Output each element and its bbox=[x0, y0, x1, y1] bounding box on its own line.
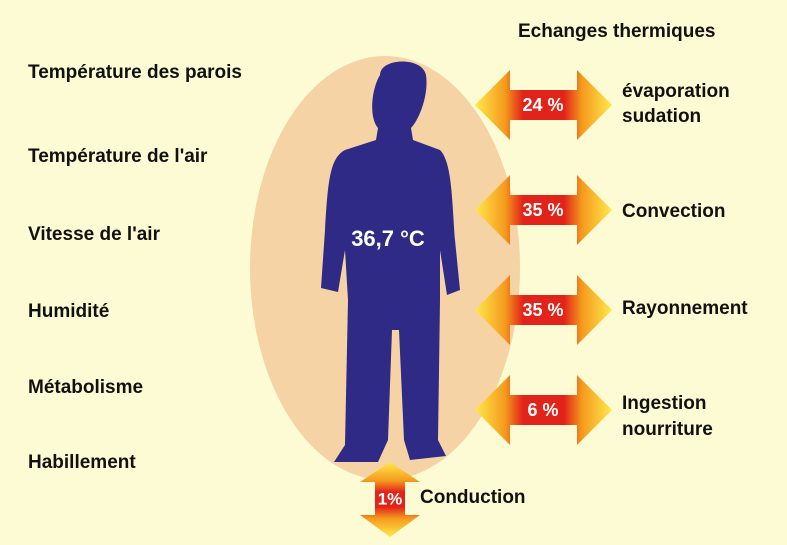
double-arrow bbox=[475, 175, 612, 245]
factor: Température des parois bbox=[28, 62, 242, 83]
factor: Humidité bbox=[28, 301, 109, 322]
conduction-percent: 1% bbox=[378, 489, 403, 508]
body-temperature: 36,7 °C bbox=[351, 226, 425, 251]
conduction-arrow bbox=[360, 462, 420, 537]
factor: Habillement bbox=[28, 452, 136, 473]
percent: 35 % bbox=[522, 300, 563, 320]
percent: 24 % bbox=[522, 95, 563, 115]
person-silhouette bbox=[321, 61, 460, 463]
factors: Température des parois Température de l'… bbox=[28, 62, 242, 473]
title: Echanges thermiques bbox=[518, 21, 715, 42]
double-arrow bbox=[475, 375, 612, 445]
exchange-label: Convection bbox=[622, 201, 725, 222]
factor: Vitesse de l'air bbox=[28, 224, 161, 245]
exchange-labels: évaporation sudation Convection Rayonnem… bbox=[622, 81, 748, 440]
exchange-label: sudation bbox=[622, 106, 701, 127]
exchange-label: nourriture bbox=[622, 419, 713, 440]
exchange-label: Ingestion bbox=[622, 393, 706, 414]
exchange-label: Rayonnement bbox=[622, 298, 748, 319]
conduction-label: Conduction bbox=[420, 487, 526, 508]
exchange-label: évaporation bbox=[622, 81, 730, 102]
double-arrow bbox=[475, 275, 612, 345]
percent: 6 % bbox=[527, 400, 558, 420]
percent: 35 % bbox=[522, 200, 563, 220]
factor: Température de l'air bbox=[28, 146, 208, 167]
factor: Métabolisme bbox=[28, 377, 143, 398]
exchange-arrows: 24 % 35 % 35 % 6 % bbox=[475, 70, 612, 445]
double-arrow bbox=[475, 70, 612, 140]
